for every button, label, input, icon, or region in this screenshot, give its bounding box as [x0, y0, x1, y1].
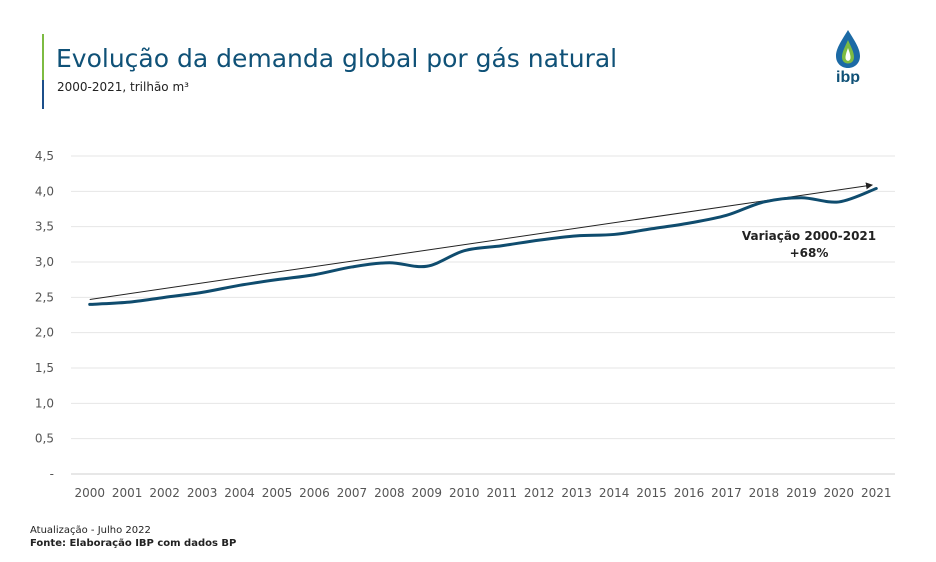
x-tick-label: 2018	[749, 486, 780, 500]
y-tick-label: 0,5	[35, 432, 54, 446]
ibp-logo: ibp	[836, 30, 860, 84]
y-tick-label: 4,5	[35, 149, 54, 163]
x-tick-label: 2020	[824, 486, 855, 500]
x-tick-label: 2000	[74, 486, 105, 500]
y-tick-label: 2,0	[35, 326, 54, 340]
y-tick-label: 2,5	[35, 290, 54, 304]
annotation-variation: Variação 2000-2021	[742, 229, 876, 243]
y-tick-label: 3,0	[35, 255, 54, 269]
page-title: Evolução da demanda global por gás natur…	[56, 44, 618, 73]
x-tick-label: 2005	[262, 486, 293, 500]
x-axis-ticks: 2000 2001 2002 2003 2004 2005 2006 2007 2008 2009…	[74, 486, 891, 500]
trend-arrow	[89, 182, 873, 300]
logo-text: ibp	[836, 69, 860, 84]
x-tick-label: 2021	[861, 486, 892, 500]
x-tick-label: 2013	[561, 486, 592, 500]
y-tick-label: 4,0	[35, 184, 54, 198]
y-tick-label: 1,5	[35, 361, 54, 375]
grid-lines	[71, 155, 895, 475]
x-tick-label: 2009	[412, 486, 443, 500]
y-tick-label: 3,5	[35, 220, 54, 234]
x-tick-label: 2003	[187, 486, 218, 500]
y-axis-ticks: - 0,5 1,0 1,5 2,0 2,5 3,0 3,5 4,0 4,5	[35, 149, 54, 481]
x-tick-label: 2015	[636, 486, 667, 500]
x-tick-label: 2001	[112, 486, 143, 500]
x-tick-label: 2016	[674, 486, 705, 500]
page-subtitle: 2000-2021, trilhão m³	[57, 80, 189, 94]
x-tick-label: 2011	[486, 486, 517, 500]
x-tick-label: 2019	[786, 486, 817, 500]
x-tick-label: 2008	[374, 486, 405, 500]
x-tick-label: 2010	[449, 486, 480, 500]
footer-source-note: Fonte: Elaboração IBP com dados BP	[30, 538, 237, 549]
x-tick-label: 2007	[337, 486, 368, 500]
x-tick-label: 2014	[599, 486, 630, 500]
x-tick-label: 2017	[711, 486, 742, 500]
footer-update-note: Atualização - Julho 2022	[30, 525, 151, 536]
series-line-demand	[88, 187, 878, 306]
x-tick-label: 2006	[299, 486, 330, 500]
x-tick-label: 2004	[224, 486, 255, 500]
annotation-percent: +68%	[790, 246, 829, 260]
x-tick-label: 2012	[524, 486, 555, 500]
title-accent-bar	[42, 34, 44, 109]
title-accent-bar-lower	[42, 80, 44, 109]
x-tick-label: 2002	[149, 486, 180, 500]
series-points	[89, 188, 877, 305]
y-tick-label: -	[50, 467, 54, 481]
y-tick-label: 1,0	[35, 396, 54, 410]
